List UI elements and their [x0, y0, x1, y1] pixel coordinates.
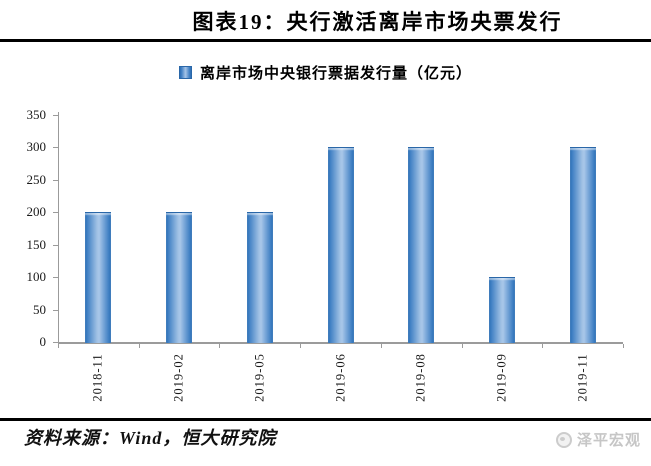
x-category-label: 2019-06 [333, 353, 347, 402]
y-tick-label: 100 [26, 269, 47, 285]
chart-legend: 离岸市场中央银行票据发行量（亿元） [0, 62, 651, 83]
y-axis-tick [53, 212, 58, 214]
figure-title: 图表19：央行激活离岸市场央票发行 [192, 10, 563, 34]
y-axis-tick [53, 147, 58, 149]
x-axis-tick [58, 344, 59, 348]
bar [569, 147, 596, 343]
x-category-label: 2019-08 [413, 353, 428, 402]
x-axis-tick [219, 344, 221, 348]
brand-logo-icon [555, 431, 572, 448]
brand-name: 泽平宏观 [576, 432, 641, 449]
bar [488, 277, 515, 343]
y-axis-line [58, 112, 59, 343]
y-tick-label: 200 [26, 204, 47, 220]
y-axis-tick [53, 179, 58, 181]
y-tick-label: 0 [39, 334, 47, 349]
bar [85, 212, 112, 343]
legend-marker-icon [178, 66, 192, 79]
brand-logo: 泽平宏观 [555, 429, 641, 450]
y-tick-label: 350 [26, 107, 47, 122]
bar [408, 147, 435, 343]
y-tick-label: 50 [33, 301, 46, 317]
y-axis-tick [53, 115, 58, 116]
x-axis-tick [138, 344, 140, 348]
x-category-label: 2019-02 [171, 353, 186, 402]
y-axis-tick [53, 244, 58, 246]
x-axis-line [58, 342, 623, 344]
x-category-label: 2019-09 [494, 353, 509, 402]
x-axis-tick [300, 344, 302, 348]
x-category-label: 2018-11 [90, 353, 105, 402]
x-axis-tick [461, 344, 463, 348]
y-tick-label: 300 [26, 139, 47, 155]
y-tick-label: 250 [26, 171, 47, 187]
legend-label: 离岸市场中央银行票据发行量（亿元） [199, 66, 472, 82]
x-axis-tick [623, 344, 624, 348]
source-text: 资料来源：Wind，恒大研究院 [24, 428, 277, 448]
bar [327, 147, 354, 343]
y-axis-tick [53, 342, 58, 343]
footer-divider [0, 418, 651, 421]
x-axis-tick [542, 344, 544, 348]
bar [166, 212, 193, 343]
x-category-label: 2019-05 [252, 353, 267, 402]
y-tick-label: 150 [26, 236, 47, 252]
y-axis-tick [53, 309, 58, 311]
x-axis-tick [380, 344, 382, 348]
y-axis-tick [53, 277, 58, 279]
bar [246, 212, 273, 343]
x-category-label: 2019-11 [575, 353, 590, 402]
title-divider [0, 39, 651, 42]
